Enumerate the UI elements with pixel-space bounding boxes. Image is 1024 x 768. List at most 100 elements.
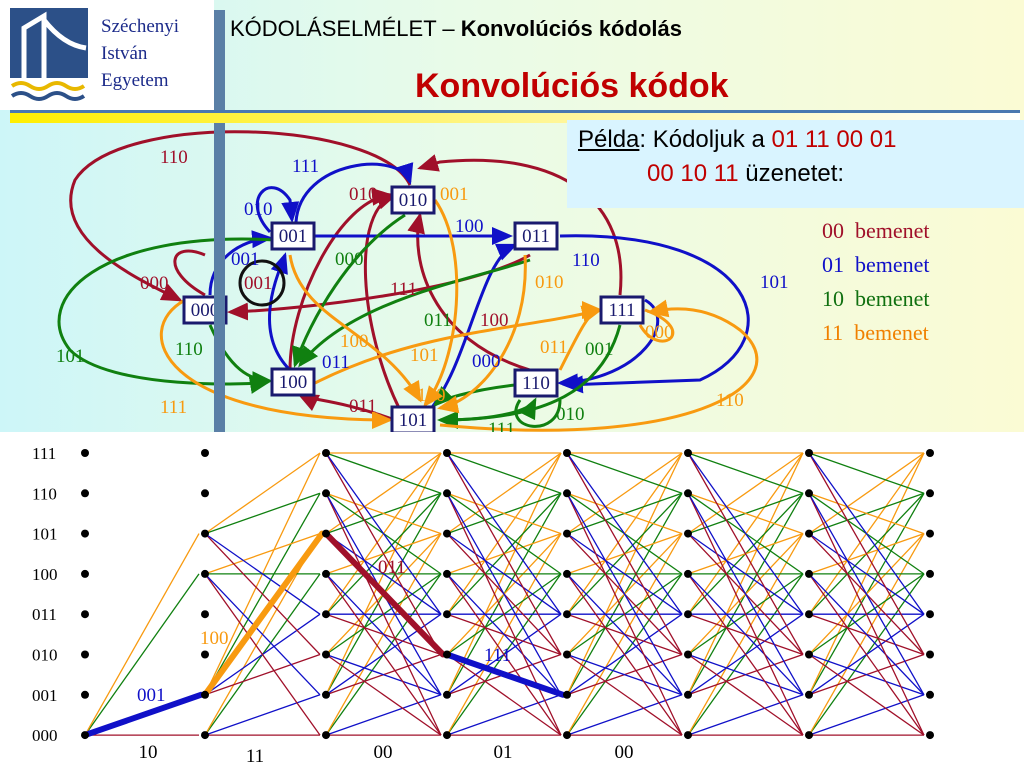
trellis-node	[443, 449, 451, 457]
trellis-node	[805, 449, 813, 457]
trellis-node	[684, 449, 692, 457]
trellis-edge	[808, 573, 925, 736]
university-logo: Széchenyi István Egyetem	[0, 0, 214, 110]
trellis-node	[201, 610, 209, 619]
trellis-edge	[446, 694, 562, 736]
trellis-edge	[446, 653, 562, 736]
trellis-edge	[808, 533, 925, 615]
trellis-node	[805, 731, 813, 740]
trellis-node	[322, 489, 330, 498]
header-topic: Konvolúciós kódolás	[460, 16, 682, 41]
state-node-011: 011	[513, 221, 559, 251]
trellis-edge	[687, 653, 804, 736]
state-label: 111	[608, 300, 635, 321]
trellis-node	[322, 529, 330, 538]
trellis-node	[443, 489, 451, 498]
trellis-edge	[687, 573, 804, 736]
legend-code: 01	[822, 252, 844, 277]
trellis-state-label: 001	[32, 686, 58, 705]
trellis-path-segment	[82, 691, 204, 739]
logo-line-2: István	[101, 43, 148, 64]
trellis-edge	[687, 533, 804, 615]
edge-101-111	[439, 299, 759, 432]
trellis-node	[201, 449, 209, 457]
trellis-edge	[446, 492, 562, 696]
state-node-110: 110	[513, 368, 559, 398]
trellis-node	[443, 569, 451, 578]
trellis-node	[805, 489, 813, 498]
trellis-node	[684, 731, 692, 740]
trellis-path-segment	[444, 651, 566, 698]
trellis-edge	[325, 452, 442, 655]
trellis-edge	[566, 492, 683, 696]
trellis-path-label: 100	[200, 628, 229, 649]
edge-label: 110	[160, 147, 188, 168]
trellis-edge	[566, 493, 683, 736]
edge-label: 000	[140, 273, 169, 294]
edge-label: 010	[244, 199, 273, 220]
trellis-edge	[325, 452, 442, 535]
edge-label: 110	[175, 339, 203, 360]
state-label: 110	[522, 373, 550, 394]
edge-label: 111	[488, 419, 515, 432]
trellis-edge	[446, 492, 562, 535]
trellis-node	[201, 569, 209, 578]
trellis-edge	[566, 452, 683, 615]
trellis-edge	[204, 452, 321, 535]
trellis-edge	[687, 452, 804, 615]
trellis-node	[81, 690, 89, 699]
highlight-circle	[238, 259, 286, 307]
trellis-node	[563, 569, 571, 578]
trellis-input-label: 01	[494, 742, 513, 763]
trellis-node	[201, 731, 209, 740]
edge-label: 111	[160, 397, 187, 418]
edge-010-001	[69, 130, 412, 302]
trellis-node	[805, 610, 813, 619]
trellis-edge	[566, 653, 683, 736]
trellis-state-label: 100	[32, 565, 58, 584]
trellis-edge	[204, 533, 321, 615]
state-node-101: 101	[390, 405, 436, 432]
trellis-edge	[446, 452, 562, 494]
trellis-edge	[204, 573, 321, 696]
trellis-node	[322, 449, 330, 457]
trellis-node	[926, 690, 934, 699]
example-line-1: Példa: Kódoljuk a 01 11 00 01	[578, 126, 897, 154]
trellis-state-label: 111	[32, 444, 56, 463]
logo-line-3: Egyetem	[101, 70, 169, 91]
legend-code: 11	[822, 320, 844, 345]
trellis-edge	[687, 492, 804, 696]
edge-011-100	[298, 258, 531, 368]
trellis-node	[322, 690, 330, 699]
example-text-1: : Kódoljuk a	[639, 126, 772, 153]
trellis-edge	[325, 573, 442, 696]
trellis-edge	[808, 653, 925, 696]
edge-label: 000	[472, 351, 501, 372]
state-label: 100	[279, 372, 308, 393]
edge-011-101	[437, 254, 527, 414]
trellis-state-label: 011	[32, 605, 57, 624]
edge-label: 010	[349, 184, 378, 205]
trellis-node	[926, 731, 934, 740]
edge-000-000	[173, 249, 206, 297]
trellis-edge	[808, 493, 925, 736]
edge-001-100	[57, 237, 276, 394]
trellis-edge	[325, 452, 442, 615]
state-label: 101	[399, 410, 428, 431]
edge-label: 010	[535, 272, 564, 293]
trellis-node	[81, 650, 89, 659]
legend-text: bemenet	[855, 286, 930, 311]
edge-label: 101	[410, 345, 439, 366]
trellis-edge	[446, 452, 562, 655]
edge-label: 000	[335, 249, 364, 270]
legend-item-01: 01 bemenet	[822, 252, 930, 278]
trellis-edge	[446, 452, 562, 615]
edge-label: 100	[417, 385, 446, 406]
trellis-node	[563, 489, 571, 498]
trellis-edge	[687, 653, 804, 696]
edge-label: 101	[56, 346, 85, 367]
trellis-edge	[687, 452, 804, 494]
trellis-node	[322, 650, 330, 659]
trellis-edge	[446, 452, 562, 535]
edge-100-010	[288, 187, 393, 371]
